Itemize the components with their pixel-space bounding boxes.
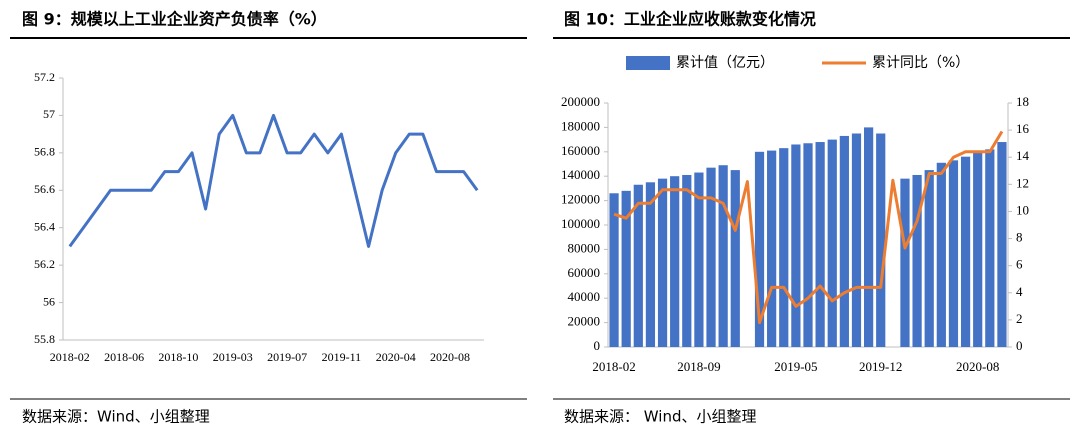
bar <box>985 149 995 347</box>
bar <box>754 151 765 347</box>
bar <box>839 135 849 347</box>
bar <box>791 144 801 347</box>
y-tick-label: 57 <box>43 107 55 121</box>
bar <box>682 174 692 347</box>
x-tick-label: 2018-02 <box>592 359 635 374</box>
bar <box>827 139 837 347</box>
y2-tick-label: 8 <box>1016 230 1023 245</box>
source: 数据来源： Wind、小组整理 <box>564 408 756 426</box>
bar <box>960 156 971 347</box>
y2-tick-label: 12 <box>1016 175 1029 190</box>
y-tick-label: 56.2 <box>34 257 55 271</box>
y2-tick-label: 18 <box>1016 94 1029 109</box>
bar <box>912 174 922 347</box>
chart-title: 图 10：工业企业应收账款变化情况 <box>564 10 816 29</box>
x-tick-label: 2020-04 <box>376 350 416 364</box>
x-tick-label: 2019-11 <box>322 350 362 364</box>
x-tick-label: 2018-06 <box>104 350 144 364</box>
y2-tick-label: 10 <box>1016 202 1029 217</box>
y-tick-label: 56.8 <box>34 145 55 159</box>
y2-tick-label: 2 <box>1016 311 1023 326</box>
bar <box>730 170 740 347</box>
bar <box>621 190 631 347</box>
y-tick-label: 80000 <box>568 240 601 255</box>
bar <box>694 172 704 347</box>
y2-tick-label: 14 <box>1016 148 1030 163</box>
legend-label: 累计同比（%） <box>872 55 969 71</box>
bar <box>657 178 668 347</box>
bar <box>633 184 643 347</box>
bar <box>973 153 983 347</box>
legend-label: 累计值（亿元） <box>676 55 774 71</box>
y-tick-label: 55.8 <box>34 332 55 346</box>
y2-tick-label: 0 <box>1016 338 1023 353</box>
bar <box>767 150 777 347</box>
y-tick-label: 60000 <box>568 265 601 280</box>
y-tick-label: 180000 <box>561 118 600 133</box>
x-tick-label: 2020-08 <box>956 359 999 374</box>
bar <box>876 133 886 347</box>
bar <box>645 182 656 347</box>
bar <box>851 133 862 347</box>
y-tick-label: 140000 <box>561 167 600 182</box>
bar <box>997 142 1007 347</box>
y-tick-label: 200000 <box>561 94 600 109</box>
y-tick-label: 20000 <box>568 314 601 329</box>
y2-tick-label: 6 <box>1016 257 1023 272</box>
x-tick-label: 2020-08 <box>430 350 470 364</box>
y-tick-label: 56 <box>43 294 55 308</box>
y-tick-label: 56.6 <box>34 182 55 196</box>
y-tick-label: 160000 <box>561 143 600 158</box>
y2-tick-label: 16 <box>1016 121 1030 136</box>
line <box>613 130 1004 325</box>
x-tick-label: 2018-10 <box>158 350 198 364</box>
y-tick-label: 0 <box>594 338 601 353</box>
bar <box>936 162 946 347</box>
x-tick-label: 2019-05 <box>774 359 817 374</box>
y-tick-label: 56.4 <box>34 219 55 233</box>
line <box>68 113 479 248</box>
x-tick-label: 2019-07 <box>267 350 307 364</box>
bar <box>948 160 959 347</box>
bar <box>864 127 874 348</box>
y-tick-label: 100000 <box>561 216 600 231</box>
legend-swatch <box>626 56 670 70</box>
bar <box>609 193 619 347</box>
bar <box>706 167 716 347</box>
y-tick-label: 40000 <box>568 289 601 304</box>
x-tick-label: 2018-09 <box>677 359 720 374</box>
x-tick-label: 2018-02 <box>50 350 90 364</box>
bar <box>803 143 813 347</box>
bar <box>924 170 934 347</box>
bar <box>718 165 728 347</box>
bar <box>900 178 910 347</box>
bar <box>779 148 789 347</box>
source: 数据来源：Wind、小组整理 <box>22 408 210 426</box>
y-tick-label: 57.2 <box>34 70 55 84</box>
bar <box>670 176 680 347</box>
y2-tick-label: 4 <box>1016 284 1023 299</box>
x-tick-label: 2019-12 <box>859 359 902 374</box>
y-tick-label: 120000 <box>561 192 600 207</box>
x-tick-label: 2019-03 <box>213 350 253 364</box>
bar <box>815 142 825 347</box>
chart-title: 图 9：规模以上工业企业资产负债率（%） <box>22 10 327 29</box>
